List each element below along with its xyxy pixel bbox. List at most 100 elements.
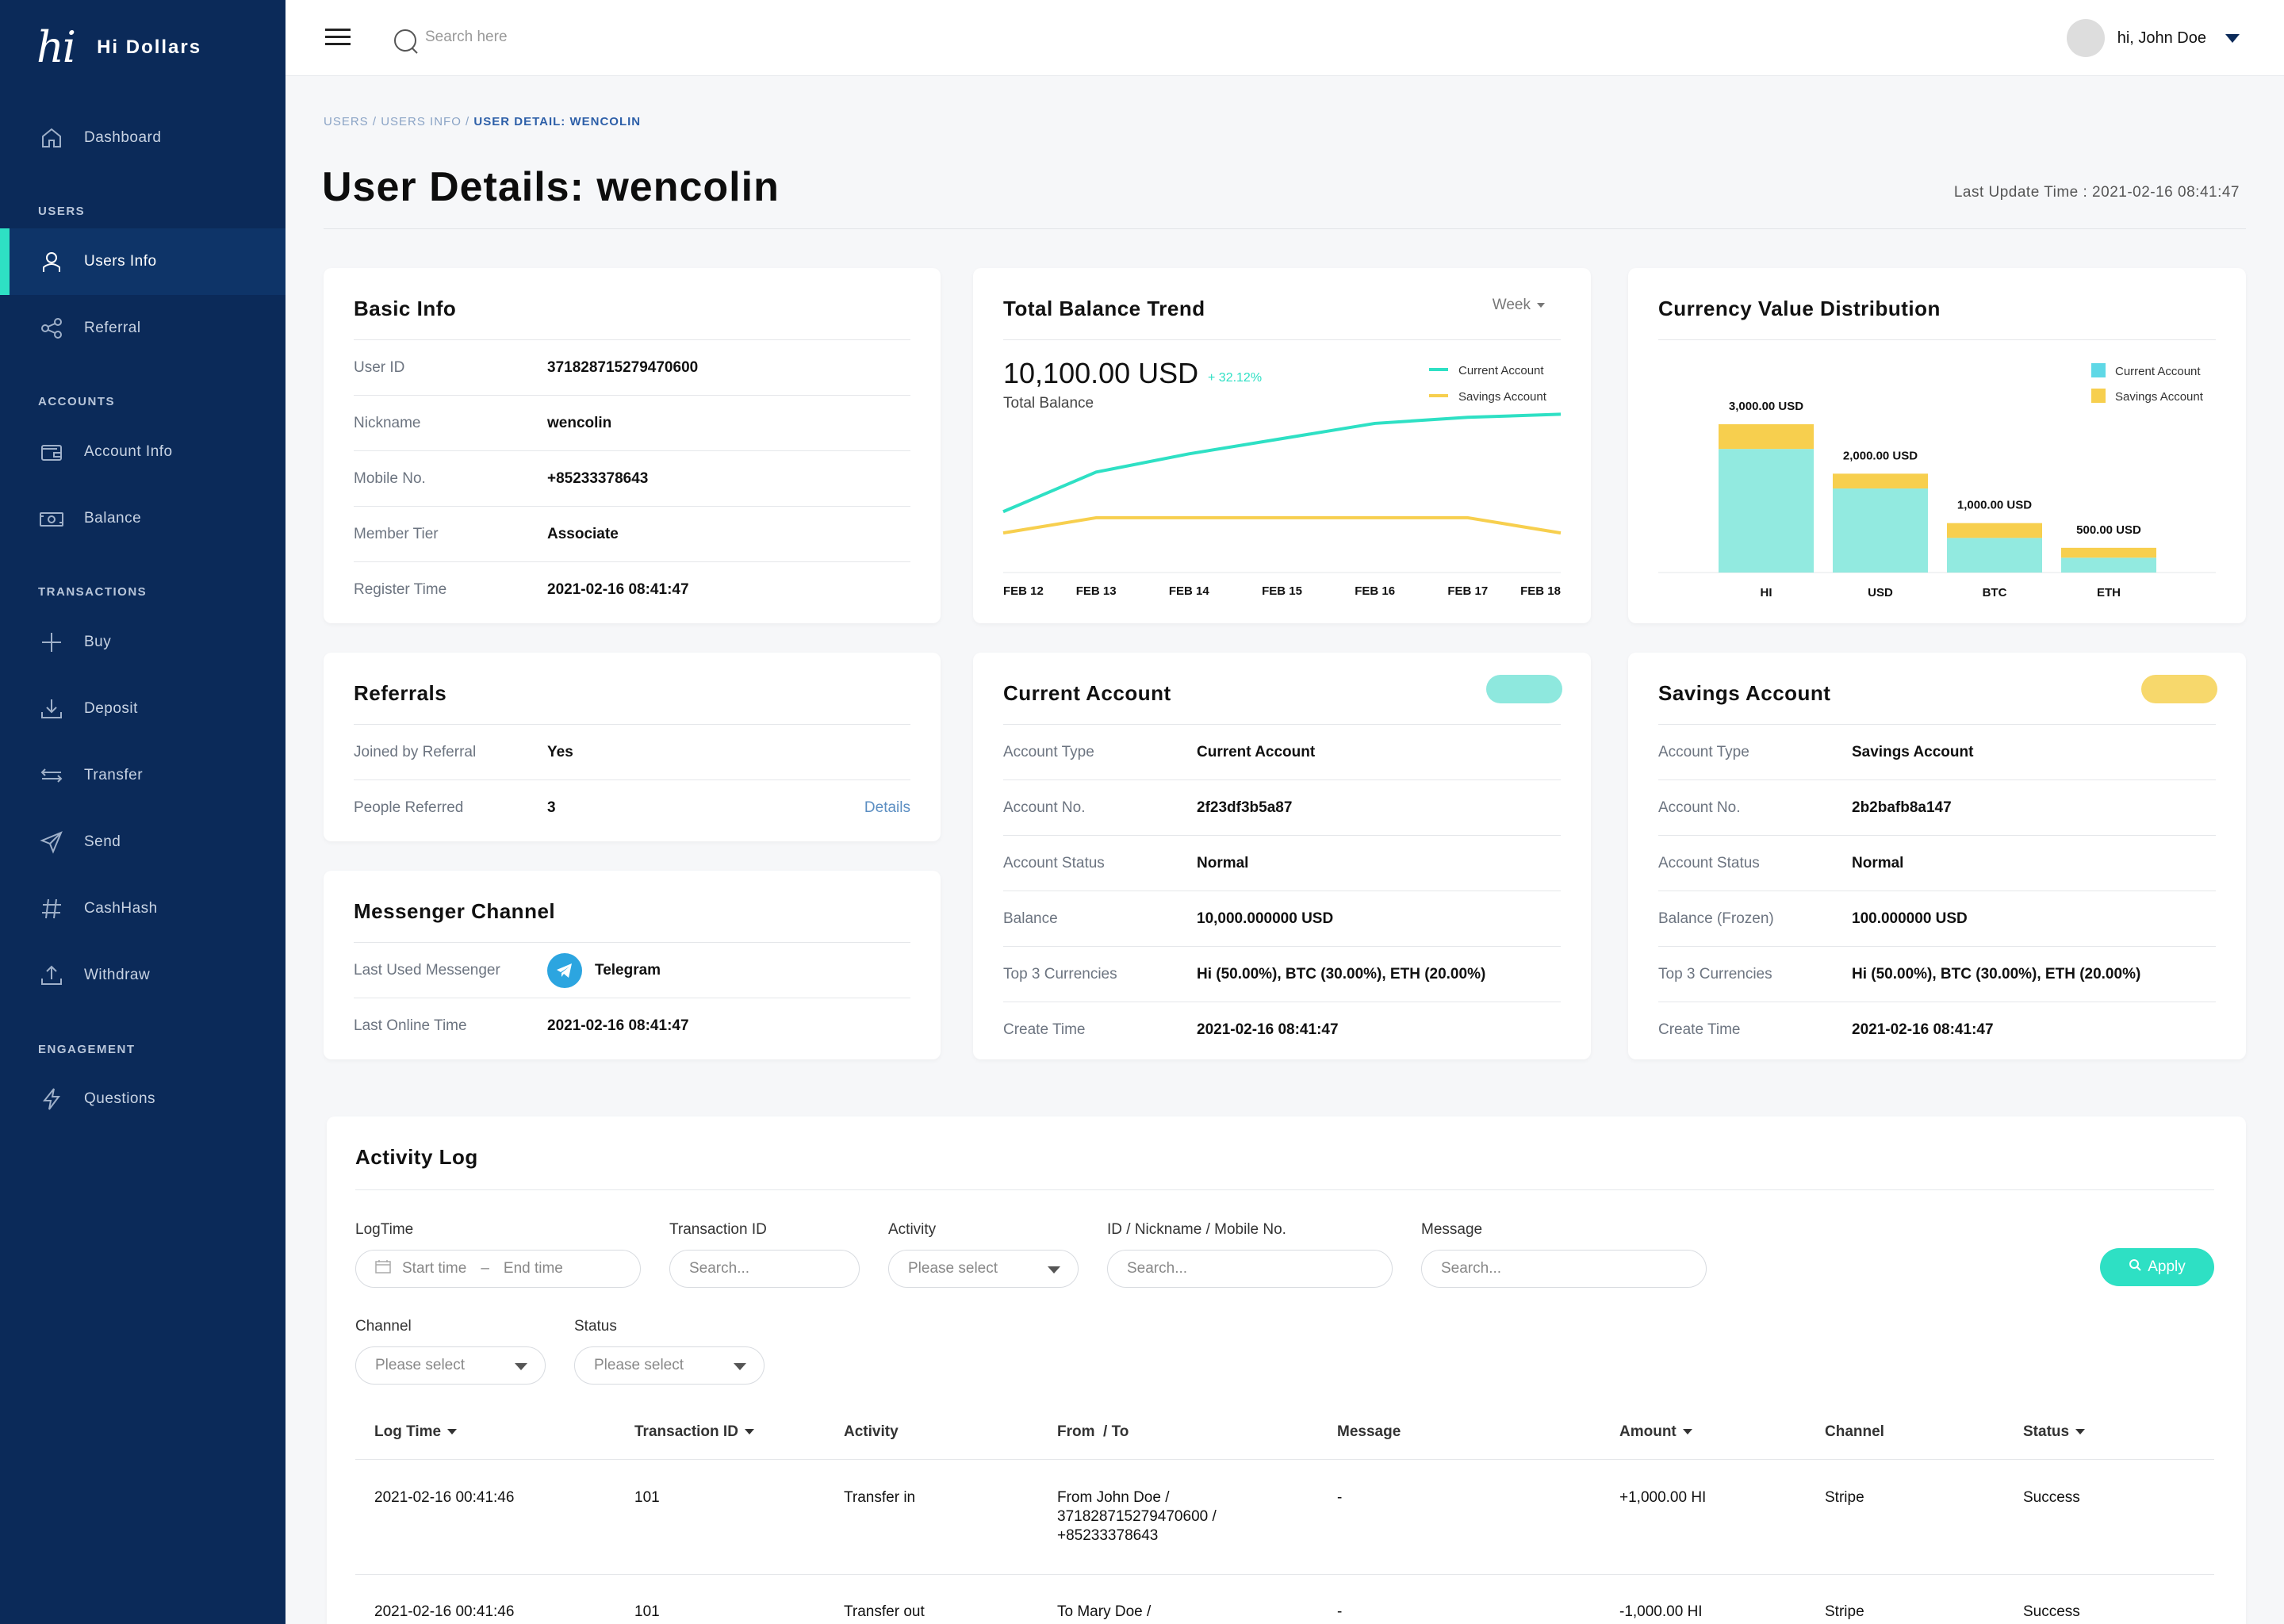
column-amount[interactable]: Amount	[1619, 1423, 1692, 1441]
cell-log-time: 2021-02-16 00:41:46	[374, 1489, 515, 1506]
row-label: Mobile No.	[354, 469, 426, 487]
upload-icon	[38, 962, 65, 989]
messenger-card: Messenger Channel Last Used Messenger Tel…	[324, 871, 941, 1059]
sidebar-item-balance[interactable]: Balance	[0, 485, 286, 552]
total-balance-label: Total Balance	[1003, 395, 1094, 412]
message-input[interactable]: Search...	[1421, 1250, 1707, 1288]
logo[interactable]: hi Hi Dollars	[36, 22, 201, 72]
cell-transaction-id: 101	[634, 1603, 660, 1620]
home-icon	[38, 124, 65, 151]
user-menu[interactable]: hi, John Doe	[2066, 19, 2240, 57]
menu-icon[interactable]	[325, 29, 351, 46]
apply-button[interactable]: Apply	[2100, 1248, 2214, 1286]
current-account-card: Current Account Account Type Current Acco…	[973, 653, 1591, 1059]
sidebar-item-cashhash[interactable]: CashHash	[0, 875, 286, 942]
column-transaction-id[interactable]: Transaction ID	[634, 1423, 754, 1441]
period-select[interactable]: Week	[1493, 297, 1545, 314]
card-title: Total Balance Trend	[1003, 297, 1205, 320]
row-label: Account No.	[1658, 799, 1741, 816]
row-label: Create Time	[1003, 1021, 1086, 1038]
row-value: 371828715279470600	[547, 358, 699, 376]
row-value: Current Account	[1197, 743, 1316, 760]
sidebar-item-label: CashHash	[84, 900, 158, 917]
total-balance-value: 10,100.00 USD	[1003, 357, 1199, 389]
plus-icon	[38, 629, 65, 656]
from-line: 371828715279470600 /	[1057, 1508, 1217, 1525]
details-link[interactable]: Details	[864, 799, 910, 816]
chevron-down-icon	[1537, 303, 1545, 308]
info-row: User ID 371828715279470600	[354, 339, 910, 395]
row-label: Account Type	[1003, 743, 1094, 760]
user-greeting: hi, John Doe	[2117, 29, 2206, 47]
cell-from-to: From John Doe / 371828715279470600 / +85…	[1057, 1488, 1217, 1545]
sidebar-item-users-info[interactable]: Users Info	[0, 228, 286, 295]
channel-select[interactable]: Please select	[355, 1346, 546, 1385]
status-select[interactable]: Please select	[574, 1346, 765, 1385]
sort-icon	[447, 1429, 458, 1435]
chevron-down-icon	[515, 1363, 527, 1370]
topbar: hi, John Doe	[286, 0, 2284, 76]
row-value: 100.000000 USD	[1852, 910, 1968, 927]
status-label: Status	[574, 1318, 617, 1335]
messenger-name: Telegram	[595, 961, 661, 979]
sidebar-item-send[interactable]: Send	[0, 809, 286, 875]
column-from-to: From / To	[1057, 1423, 1129, 1441]
row-value: 3	[547, 799, 556, 816]
search-input[interactable]	[425, 24, 742, 51]
sidebar-item-buy[interactable]: Buy	[0, 609, 286, 676]
info-row: Top 3 Currencies Hi (50.00%), BTC (30.00%…	[1658, 946, 2216, 1002]
sidebar-item-transfer[interactable]: Transfer	[0, 742, 286, 809]
bar-data-label: 2,000.00 USD	[1843, 449, 1918, 462]
row-label: Balance	[1003, 910, 1058, 927]
row-value: 10,000.000000 USD	[1197, 910, 1334, 927]
sidebar-item-referral[interactable]: Referral	[0, 295, 286, 362]
column-label: Transaction ID	[634, 1423, 738, 1440]
currency-dist-card: Currency Value Distribution 3,000.00 USD…	[1628, 268, 2246, 623]
idnick-input[interactable]: Search...	[1107, 1250, 1393, 1288]
breadcrumb-users-info[interactable]: USERS INFO	[381, 115, 462, 128]
bar-data-label: 1,000.00 USD	[1957, 499, 2032, 512]
sidebar-item-withdraw[interactable]: Withdraw	[0, 942, 286, 1009]
balance-change: + 32.12%	[1208, 371, 1263, 385]
bar-data-label: 500.00 USD	[2076, 523, 2141, 537]
sidebar-item-label: Buy	[84, 634, 112, 650]
column-status[interactable]: Status	[2023, 1423, 2086, 1441]
sidebar-item-label: Withdraw	[84, 967, 151, 983]
bar-usd-current	[1833, 488, 1928, 573]
txid-input[interactable]: Search...	[669, 1250, 860, 1288]
activity-select[interactable]: Please select	[888, 1250, 1079, 1288]
info-row: Balance (Frozen) 100.000000 USD	[1658, 891, 2216, 946]
x-tick-label: FEB 13	[1076, 584, 1117, 598]
activity-log-title: Activity Log	[355, 1145, 478, 1169]
lightning-icon	[38, 1086, 65, 1113]
sidebar-item-deposit[interactable]: Deposit	[0, 676, 286, 742]
sidebar-item-label: Account Info	[84, 443, 173, 460]
info-row: Balance 10,000.000000 USD	[1003, 891, 1561, 946]
info-row: Register Time 2021-02-16 08:41:47	[354, 561, 910, 617]
column-log-time[interactable]: Log Time	[374, 1423, 458, 1441]
sidebar-item-label: Questions	[84, 1090, 156, 1107]
sidebar-item-label: Transfer	[84, 767, 144, 783]
row-label: People Referred	[354, 799, 464, 816]
card-title: Referrals	[354, 681, 447, 705]
sidebar-item-questions[interactable]: Questions	[0, 1066, 286, 1132]
row-value: Hi (50.00%), BTC (30.00%), ETH (20.00%)	[1197, 965, 1486, 982]
select-placeholder: Please select	[594, 1357, 684, 1373]
period-value: Week	[1492, 297, 1531, 313]
series-line-savings	[1002, 515, 1562, 535]
x-tick-label: FEB 16	[1355, 584, 1395, 598]
row-value: 2021-02-16 08:41:47	[1852, 1021, 1994, 1038]
logtime-range-input[interactable]: Start time – End time	[355, 1250, 641, 1288]
cell-status: Success	[2023, 1489, 2080, 1506]
bar-eth-savings	[2061, 547, 2156, 558]
divider	[324, 228, 2246, 229]
column-message: Message	[1337, 1423, 1401, 1441]
last-update-time: Last Update Time : 2021-02-16 08:41:47	[1953, 184, 2240, 201]
bar-data-label: 3,000.00 USD	[1729, 400, 1803, 413]
chevron-down-icon	[734, 1363, 746, 1370]
sidebar-item-dashboard[interactable]: Dashboard	[0, 105, 286, 171]
nav-section-users: USERS	[38, 205, 86, 218]
breadcrumb-users[interactable]: USERS	[324, 115, 369, 128]
logo-mark: hi	[36, 22, 76, 72]
sidebar-item-account-info[interactable]: Account Info	[0, 419, 286, 485]
